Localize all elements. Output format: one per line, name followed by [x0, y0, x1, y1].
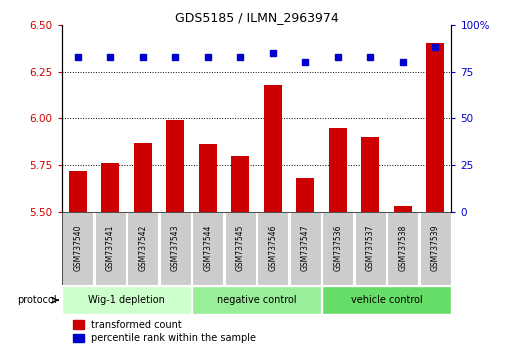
Bar	[394, 206, 411, 212]
Bar	[329, 128, 347, 212]
Bar	[62, 286, 191, 314]
Bar	[134, 143, 152, 212]
Text: vehicle control: vehicle control	[350, 295, 422, 305]
Bar	[73, 320, 84, 329]
Bar	[127, 212, 159, 285]
Bar	[361, 137, 379, 212]
Bar	[62, 212, 93, 285]
Bar	[192, 212, 223, 285]
Title: GDS5185 / ILMN_2963974: GDS5185 / ILMN_2963974	[174, 11, 339, 24]
Bar	[257, 212, 288, 285]
Bar	[160, 212, 191, 285]
Text: GSM737536: GSM737536	[333, 225, 342, 272]
Text: GSM737537: GSM737537	[366, 225, 374, 272]
Text: GSM737542: GSM737542	[139, 225, 147, 272]
Text: GSM737543: GSM737543	[171, 225, 180, 272]
Text: GSM737545: GSM737545	[236, 225, 245, 272]
Bar	[73, 334, 84, 342]
Bar	[297, 178, 314, 212]
Text: GSM737539: GSM737539	[431, 225, 440, 272]
Text: protocol: protocol	[17, 295, 56, 305]
Bar	[264, 85, 282, 212]
Bar	[102, 163, 119, 212]
Bar	[322, 286, 451, 314]
Bar	[426, 44, 444, 212]
Bar	[166, 120, 184, 212]
Text: GSM737538: GSM737538	[398, 225, 407, 272]
Bar	[192, 286, 321, 314]
Text: GSM737546: GSM737546	[268, 225, 277, 272]
Text: GSM737544: GSM737544	[203, 225, 212, 272]
Text: Wig-1 depletion: Wig-1 depletion	[88, 295, 165, 305]
Bar	[225, 212, 256, 285]
Text: transformed count: transformed count	[91, 320, 182, 330]
Bar	[69, 171, 87, 212]
Text: GSM737547: GSM737547	[301, 225, 310, 272]
Text: percentile rank within the sample: percentile rank within the sample	[91, 333, 256, 343]
Bar	[231, 156, 249, 212]
Text: GSM737540: GSM737540	[73, 225, 82, 272]
Bar	[387, 212, 418, 285]
Bar	[322, 212, 353, 285]
Text: GSM737541: GSM737541	[106, 225, 115, 272]
Bar	[420, 212, 451, 285]
Bar	[199, 144, 216, 212]
Bar	[290, 212, 321, 285]
Text: negative control: negative control	[216, 295, 297, 305]
Bar	[95, 212, 126, 285]
Bar	[354, 212, 386, 285]
